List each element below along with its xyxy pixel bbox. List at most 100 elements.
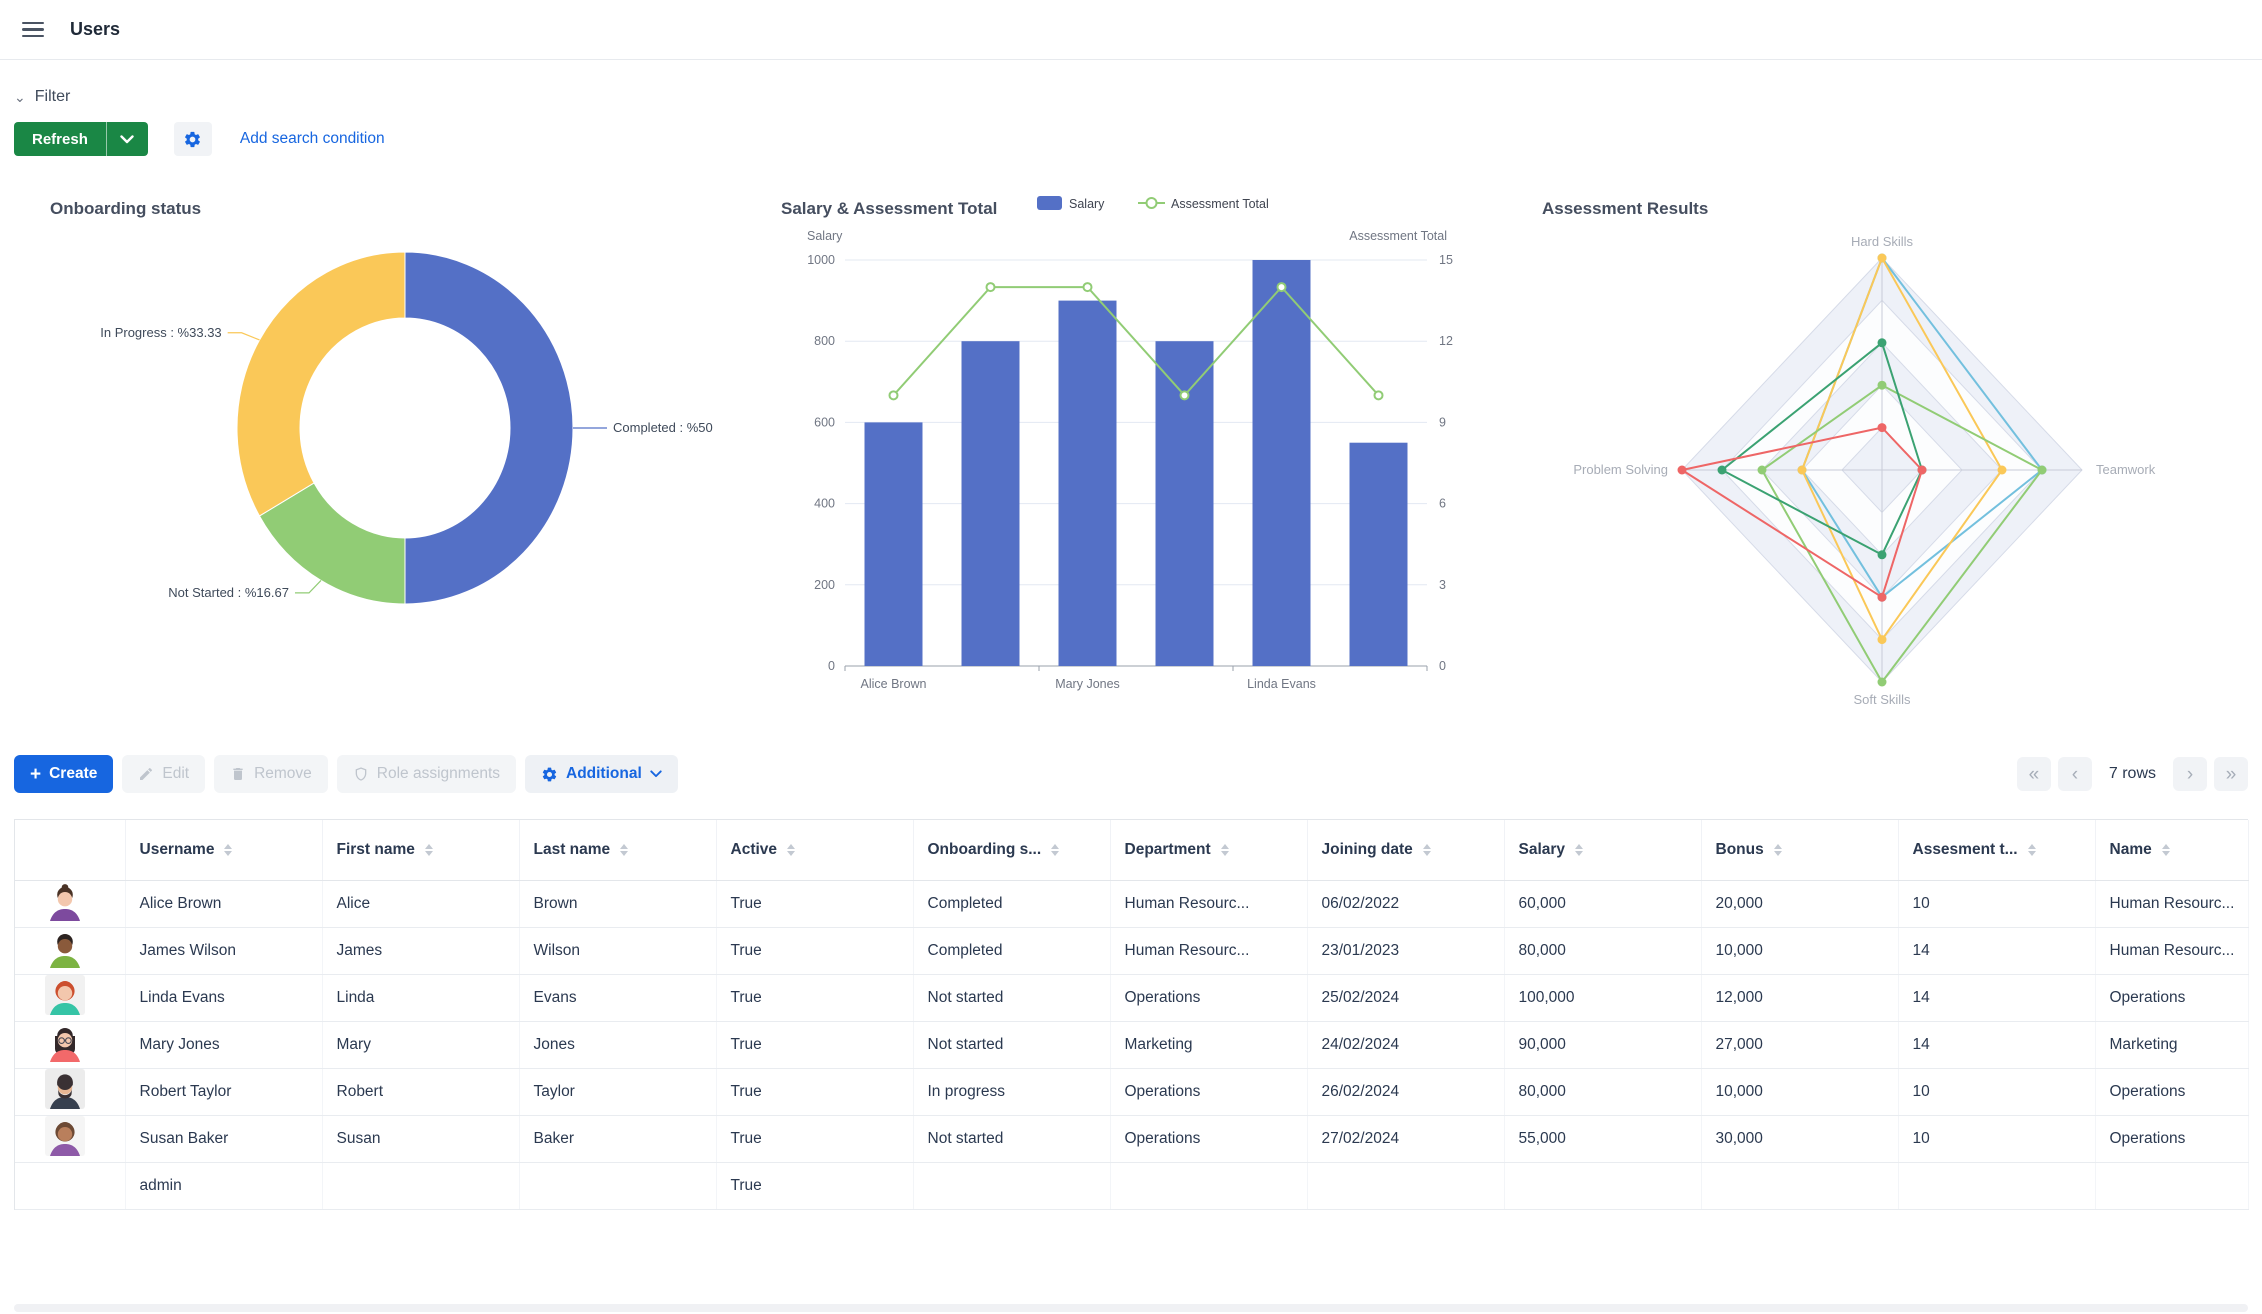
assessment-results-chart[interactable]: Assessment Results Hard Skills Teamwork Sof…	[1510, 176, 2262, 729]
cell-salary: 80,000	[1504, 927, 1702, 975]
cell-onboarding: Completed	[913, 880, 1111, 928]
add-search-condition-link[interactable]: Add search condition	[239, 130, 385, 147]
svg-text:Salary: Salary	[1069, 197, 1105, 211]
column-header-assesment-t[interactable]: Assesment t...	[1898, 820, 2096, 881]
table-row[interactable]: James Wilson James Wilson True Completed Huma…	[15, 927, 2249, 975]
table-row[interactable]: Linda Evans Linda Evans True Not started Oper…	[15, 974, 2249, 1022]
svg-text:15: 15	[1439, 253, 1453, 267]
cell-bonus	[1701, 1162, 1899, 1210]
cell-onboarding: In progress	[913, 1068, 1111, 1116]
cell-onboarding: Not started	[913, 1115, 1111, 1163]
column-header-first-name[interactable]: First name	[322, 820, 520, 881]
svg-text:0: 0	[1439, 659, 1446, 673]
cell-department: Human Resourc...	[1110, 927, 1308, 975]
pencil-icon	[140, 767, 153, 780]
cell-joining_date: 24/02/2024	[1307, 1021, 1505, 1069]
column-header-last-name[interactable]: Last name	[519, 820, 717, 881]
filter-collapse-toggle[interactable]: ⌄ Filter	[14, 88, 2248, 106]
additional-button[interactable]: Additional	[525, 755, 678, 793]
svg-text:Completed : %50: Completed : %50	[613, 420, 713, 435]
cell-first_name: Susan	[322, 1115, 520, 1163]
table-row[interactable]: Robert Taylor Robert Taylor True In progress…	[15, 1068, 2249, 1116]
svg-text:Mary Jones: Mary Jones	[1055, 677, 1120, 691]
onboarding-status-chart[interactable]: Onboarding status Completed : %50 Not Star…	[0, 176, 755, 729]
cell-salary	[1504, 1162, 1702, 1210]
cell-last_name: Baker	[519, 1115, 717, 1163]
cell-active: True	[716, 1068, 914, 1116]
cell-active: True	[716, 1162, 914, 1210]
column-header-name[interactable]: Name	[2095, 820, 2249, 881]
salary-assessment-chart[interactable]: Salary & Assessment Total Salary Assessmen…	[755, 176, 1510, 729]
rows-count-label: 7 rows	[2108, 765, 2156, 782]
sort-icon[interactable]	[224, 843, 233, 856]
cell-username: Susan Baker	[125, 1115, 323, 1163]
prev-page-button[interactable]: ‹	[2057, 757, 2092, 791]
column-header-active[interactable]: Active	[716, 820, 914, 881]
sort-icon[interactable]	[1051, 843, 1060, 856]
cell-last_name	[519, 1162, 717, 1210]
cell-bonus: 12,000	[1701, 974, 1899, 1022]
column-header-joining-date[interactable]: Joining date	[1307, 820, 1505, 881]
column-header-bonus[interactable]: Bonus	[1701, 820, 1899, 881]
cell-bonus: 10,000	[1701, 927, 1899, 975]
chevron-down-icon	[120, 134, 135, 143]
sort-icon[interactable]	[1422, 843, 1431, 856]
table-row[interactable]: admin True	[15, 1162, 2249, 1210]
cell-department: Marketing	[1110, 1021, 1308, 1069]
remove-button[interactable]: Remove	[214, 755, 328, 793]
sort-icon[interactable]	[424, 843, 433, 856]
table-row[interactable]: Alice Brown Alice Brown True Completed Human …	[15, 880, 2249, 928]
cell-onboarding: Completed	[913, 927, 1111, 975]
avatar	[45, 1069, 85, 1109]
sort-icon[interactable]	[1575, 843, 1584, 856]
cell-name: Operations	[2095, 1068, 2249, 1116]
svg-text:Hard Skills: Hard Skills	[1851, 234, 1914, 249]
filter-settings-button[interactable]	[173, 122, 212, 156]
column-header-username[interactable]: Username	[125, 820, 323, 881]
svg-text:Teamwork: Teamwork	[2096, 462, 2156, 477]
table-row[interactable]: Susan Baker Susan Baker True Not started Oper…	[15, 1115, 2249, 1163]
svg-text:Assessment Total: Assessment Total	[1349, 229, 1447, 243]
svg-text:Problem Solving: Problem Solving	[1573, 462, 1668, 477]
trash-icon	[233, 768, 243, 780]
create-button[interactable]: + Create	[14, 755, 114, 793]
edit-button[interactable]: Edit	[122, 755, 206, 793]
cell-department: Operations	[1110, 1068, 1308, 1116]
cell-onboarding: Not started	[913, 1021, 1111, 1069]
svg-text:6: 6	[1439, 497, 1446, 511]
refresh-dropdown-button[interactable]	[105, 122, 148, 156]
sort-icon[interactable]	[2161, 843, 2170, 856]
svg-text:400: 400	[814, 497, 835, 511]
horizontal-scrollbar[interactable]	[14, 1304, 2248, 1312]
cell-name: Human Resourc...	[2095, 927, 2249, 975]
refresh-button[interactable]: Refresh	[14, 122, 106, 156]
column-header-onboarding-s[interactable]: Onboarding s...	[913, 820, 1111, 881]
column-header-department[interactable]: Department	[1110, 820, 1308, 881]
chevron-down-icon: ⌄	[14, 89, 26, 105]
cell-last_name: Jones	[519, 1021, 717, 1069]
svg-text:Not Started : %16.67: Not Started : %16.67	[168, 585, 289, 600]
next-page-button[interactable]: ›	[2173, 757, 2207, 791]
cell-name: Operations	[2095, 974, 2249, 1022]
avatar-cell	[15, 1162, 126, 1210]
role-assignments-button[interactable]: Role assignments	[336, 755, 516, 793]
last-page-button[interactable]: »	[2214, 757, 2248, 791]
cell-name: Marketing	[2095, 1021, 2249, 1069]
cell-last_name: Wilson	[519, 927, 717, 975]
cell-last_name: Taylor	[519, 1068, 717, 1116]
sort-icon[interactable]	[787, 843, 796, 856]
cell-last_name: Brown	[519, 880, 717, 928]
cell-joining_date: 25/02/2024	[1307, 974, 1505, 1022]
menu-icon[interactable]	[22, 21, 44, 38]
svg-text:Onboarding status: Onboarding status	[50, 199, 201, 218]
sort-icon[interactable]	[1220, 843, 1229, 856]
sort-icon[interactable]	[2027, 843, 2036, 856]
cell-salary: 100,000	[1504, 974, 1702, 1022]
cell-assessment	[1898, 1162, 2096, 1210]
first-page-button[interactable]: «	[2016, 757, 2051, 791]
sort-icon[interactable]	[1773, 843, 1782, 856]
table-row[interactable]: Mary Jones Mary Jones True Not started Market…	[15, 1021, 2249, 1069]
grid-toolbar: + Create Edit Remove Role assignments	[0, 755, 2262, 793]
sort-icon[interactable]	[620, 843, 629, 856]
column-header-salary[interactable]: Salary	[1504, 820, 1702, 881]
